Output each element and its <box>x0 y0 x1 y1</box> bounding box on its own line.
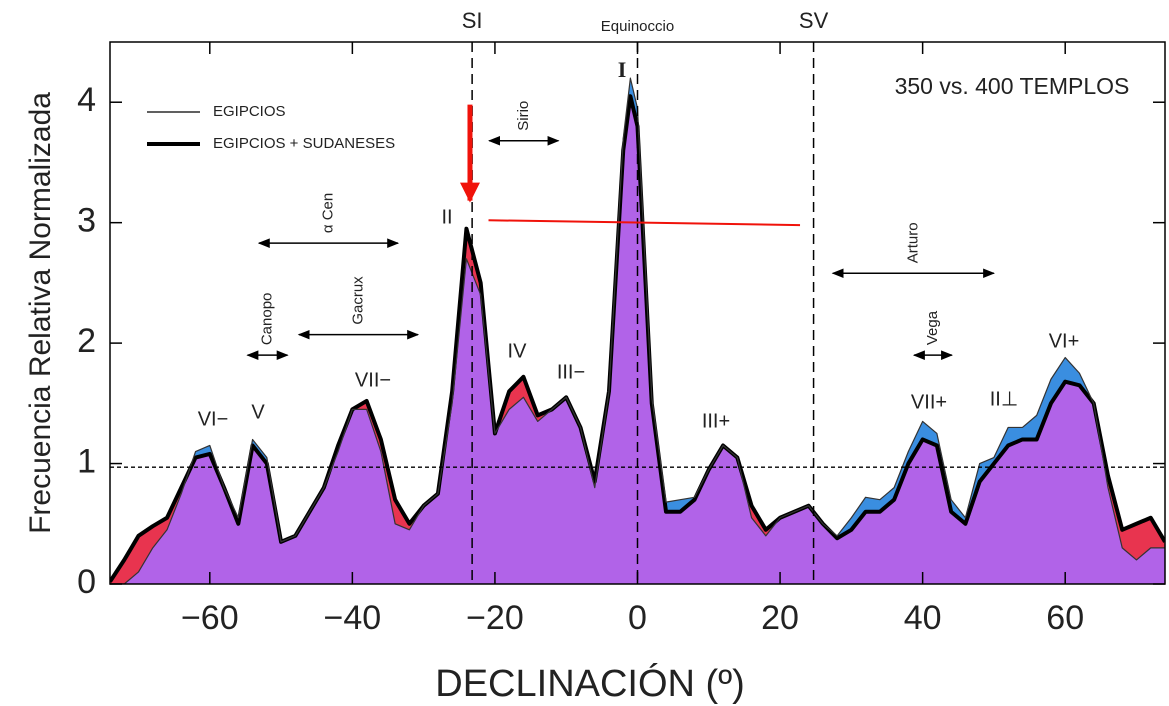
star-label: Sirio <box>515 101 532 131</box>
y-tick-label: 0 <box>77 563 96 601</box>
x-tick-label: 20 <box>761 599 799 637</box>
star-label: α Cen <box>319 193 336 233</box>
line <box>110 77 1165 584</box>
y-tick-label: 2 <box>77 322 96 360</box>
x-tick-label: −20 <box>466 599 524 637</box>
peak-label: VII+ <box>911 391 947 413</box>
y-tick-label: 4 <box>77 81 96 119</box>
reference-label: SI <box>462 8 483 33</box>
star-label: Gacrux <box>349 276 366 325</box>
y-tick-label: 3 <box>77 202 96 240</box>
peak-label: III− <box>557 361 585 383</box>
reference-label: SV <box>799 8 829 33</box>
red-line <box>488 219 801 227</box>
peak-label: IV <box>508 340 528 362</box>
y-axis-label: Frecuencia Relativa Normalizada <box>24 92 57 534</box>
note: 350 vs. 400 TEMPLOS <box>895 73 1130 99</box>
peak-label: III+ <box>702 410 730 432</box>
peak-label: VI− <box>198 408 229 430</box>
x-tick-label: −40 <box>324 599 382 637</box>
peak-label: VII− <box>355 369 391 391</box>
peak-label: II⊥ <box>990 388 1019 410</box>
peak-label: II <box>441 206 452 228</box>
peak-label: VI+ <box>1049 330 1080 352</box>
y-tick-label: 1 <box>77 443 96 481</box>
legend-label: EGIPCIOS + SUDANESES <box>213 135 395 152</box>
legend-label: EGIPCIOS <box>213 103 286 120</box>
peak-label: I <box>618 57 627 82</box>
x-tick-label: 0 <box>628 599 647 637</box>
x-tick-label: −60 <box>181 599 239 637</box>
star-label: Canopo <box>259 293 276 346</box>
x-tick-label: 40 <box>904 599 942 637</box>
x-axis-label: DECLINACIÓN (º) <box>435 662 744 705</box>
star-label: Vega <box>924 310 941 345</box>
star-label: Arturo <box>904 222 921 263</box>
reference-label: Equinoccio <box>601 18 674 35</box>
overlap-area <box>110 96 1165 584</box>
x-tick-label: 60 <box>1046 599 1084 637</box>
peak-label: V <box>251 401 265 423</box>
